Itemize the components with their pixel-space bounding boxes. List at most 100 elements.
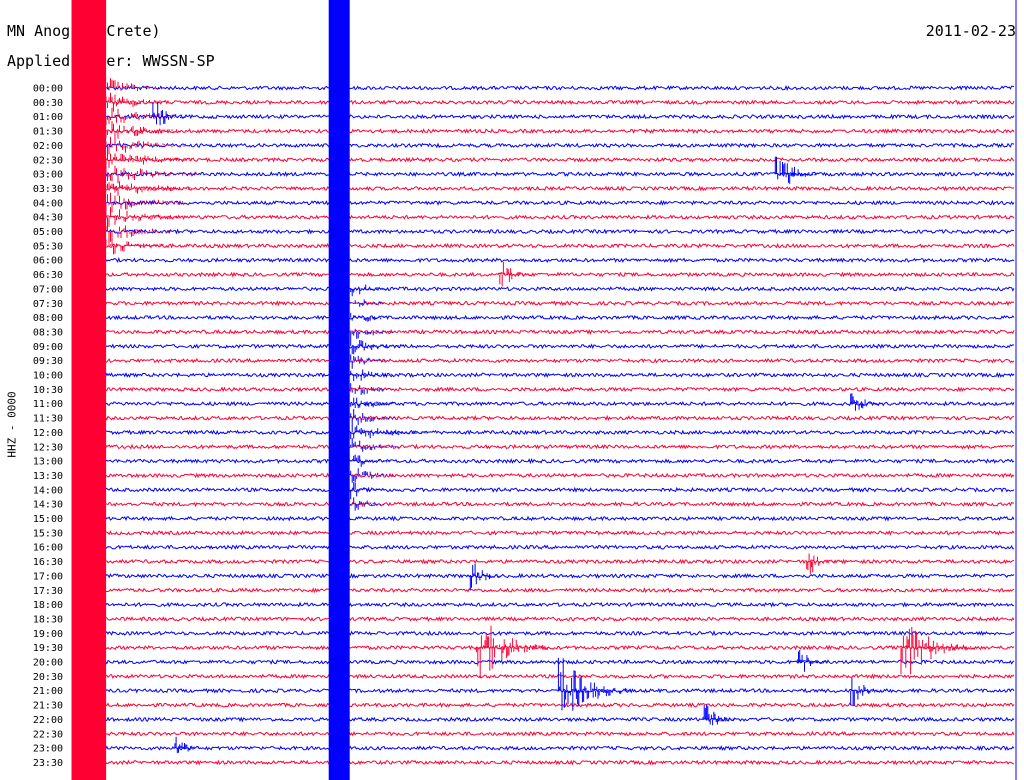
y-tick-label: 19:30 [33, 643, 63, 654]
trace-12:00 [71, 429, 1015, 436]
event-burst [328, 0, 430, 780]
trace-02:30 [71, 156, 1015, 163]
y-tick-label: 20:00 [33, 658, 63, 669]
date-label: 2011-02-23 [925, 22, 1016, 40]
trace-11:30 [71, 414, 1015, 422]
trace-21:30 [71, 702, 1015, 709]
event-burst [557, 657, 633, 711]
trace-07:00 [71, 286, 1015, 292]
trace-21:00 [71, 687, 1015, 694]
event-burst [796, 649, 828, 672]
trace-16:00 [71, 544, 1014, 551]
y-tick-label: 21:30 [33, 701, 63, 712]
y-tick-label: 08:30 [33, 327, 63, 338]
y-tick-label: 13:00 [33, 457, 63, 468]
trace-18:30 [71, 616, 1015, 622]
y-tick-label: 17:00 [33, 571, 63, 582]
trace-00:00 [71, 84, 1015, 91]
trace-15:00 [71, 515, 1015, 522]
y-tick-label: 00:30 [33, 98, 63, 109]
y-tick-label: 11:00 [33, 399, 63, 410]
trace-06:00 [71, 257, 1015, 264]
trace-15:30 [71, 529, 1015, 536]
station-title: MN Anog (Crete) [7, 22, 161, 40]
trace-04:00 [71, 199, 1015, 206]
trace-04:30 [71, 214, 1015, 221]
trace-23:30 [71, 759, 1015, 766]
y-tick-label: 05:30 [33, 241, 63, 252]
trace-09:00 [71, 343, 1015, 350]
trace-12:30 [71, 443, 1015, 450]
y-tick-label: 05:00 [33, 227, 63, 238]
trace-02:00 [71, 142, 1015, 149]
y-tick-label: 16:00 [33, 543, 63, 554]
y-tick-label: 06:00 [33, 256, 63, 267]
y-tick-label: 22:30 [33, 729, 63, 740]
y-tick-label: 12:00 [33, 428, 63, 439]
trace-01:00 [71, 113, 1015, 120]
y-tick-label: 22:00 [33, 715, 63, 726]
y-tick-label: 02:30 [33, 155, 63, 166]
y-tick-label: 02:00 [33, 141, 63, 152]
y-tick-label: 04:00 [33, 198, 63, 209]
trace-19:00 [71, 630, 1015, 637]
y-tick-label: 07:00 [33, 284, 63, 295]
trace-03:00 [71, 171, 1015, 178]
y-tick-label: 19:00 [33, 629, 63, 640]
y-tick-label: 14:30 [33, 500, 63, 511]
event-burst [71, 0, 198, 780]
y-tick-label: 15:30 [33, 528, 63, 539]
y-tick-label: 14:00 [33, 485, 63, 496]
y-tick-label: 11:30 [33, 414, 63, 425]
trace-13:30 [71, 472, 1015, 479]
event-burst [850, 677, 884, 706]
trace-11:00 [71, 400, 1015, 407]
y-tick-label: 23:30 [33, 758, 63, 769]
trace-05:30 [71, 242, 1015, 249]
event-burst [806, 553, 836, 574]
y-tick-label: 20:30 [33, 672, 63, 683]
y-tick-label: 21:00 [33, 686, 63, 697]
y-tick-label: 03:00 [33, 170, 63, 181]
event-burst [152, 102, 187, 126]
y-tick-label: 18:00 [33, 600, 63, 611]
trace-00:30 [71, 99, 1015, 106]
y-tick-label: 00:00 [33, 84, 63, 95]
trace-20:00 [71, 659, 1015, 665]
y-tick-label: 18:30 [33, 614, 63, 625]
trace-18:00 [71, 601, 1015, 608]
y-tick-label: 01:00 [33, 112, 63, 123]
trace-07:30 [71, 300, 1015, 307]
event-burst [476, 625, 551, 679]
trace-10:00 [71, 372, 1015, 379]
filter-label: Applied er: WWSSN-SP [7, 52, 215, 70]
trace-17:00 [71, 572, 1015, 579]
traces-group [71, 0, 1015, 780]
y-tick-label: 07:30 [33, 299, 63, 310]
trace-19:30 [71, 644, 1015, 651]
y-tick-label: 01:30 [33, 127, 63, 138]
trace-13:00 [71, 458, 1015, 465]
event-burst [702, 704, 735, 726]
y-tick-label: 08:00 [33, 313, 63, 324]
y-tick-label: 23:00 [33, 744, 63, 755]
y-tick-label: 09:30 [33, 356, 63, 367]
trace-14:00 [71, 486, 1015, 493]
trace-01:30 [71, 128, 1015, 135]
trace-08:30 [71, 328, 1015, 336]
y-tick-label: 04:30 [33, 213, 63, 224]
trace-06:30 [71, 271, 1015, 278]
y-tick-label: 10:00 [33, 371, 63, 382]
y-tick-label: 13:30 [33, 471, 63, 482]
trace-05:00 [71, 228, 1015, 235]
trace-20:30 [71, 673, 1015, 680]
event-burst [900, 627, 975, 675]
trace-17:30 [71, 587, 1015, 594]
y-tick-label: 06:30 [33, 270, 63, 281]
event-burst [774, 156, 818, 184]
trace-22:30 [71, 730, 1015, 737]
trace-23:00 [71, 745, 1015, 752]
y-tick-label: 03:30 [33, 184, 63, 195]
y-tick-label: 17:30 [33, 586, 63, 597]
